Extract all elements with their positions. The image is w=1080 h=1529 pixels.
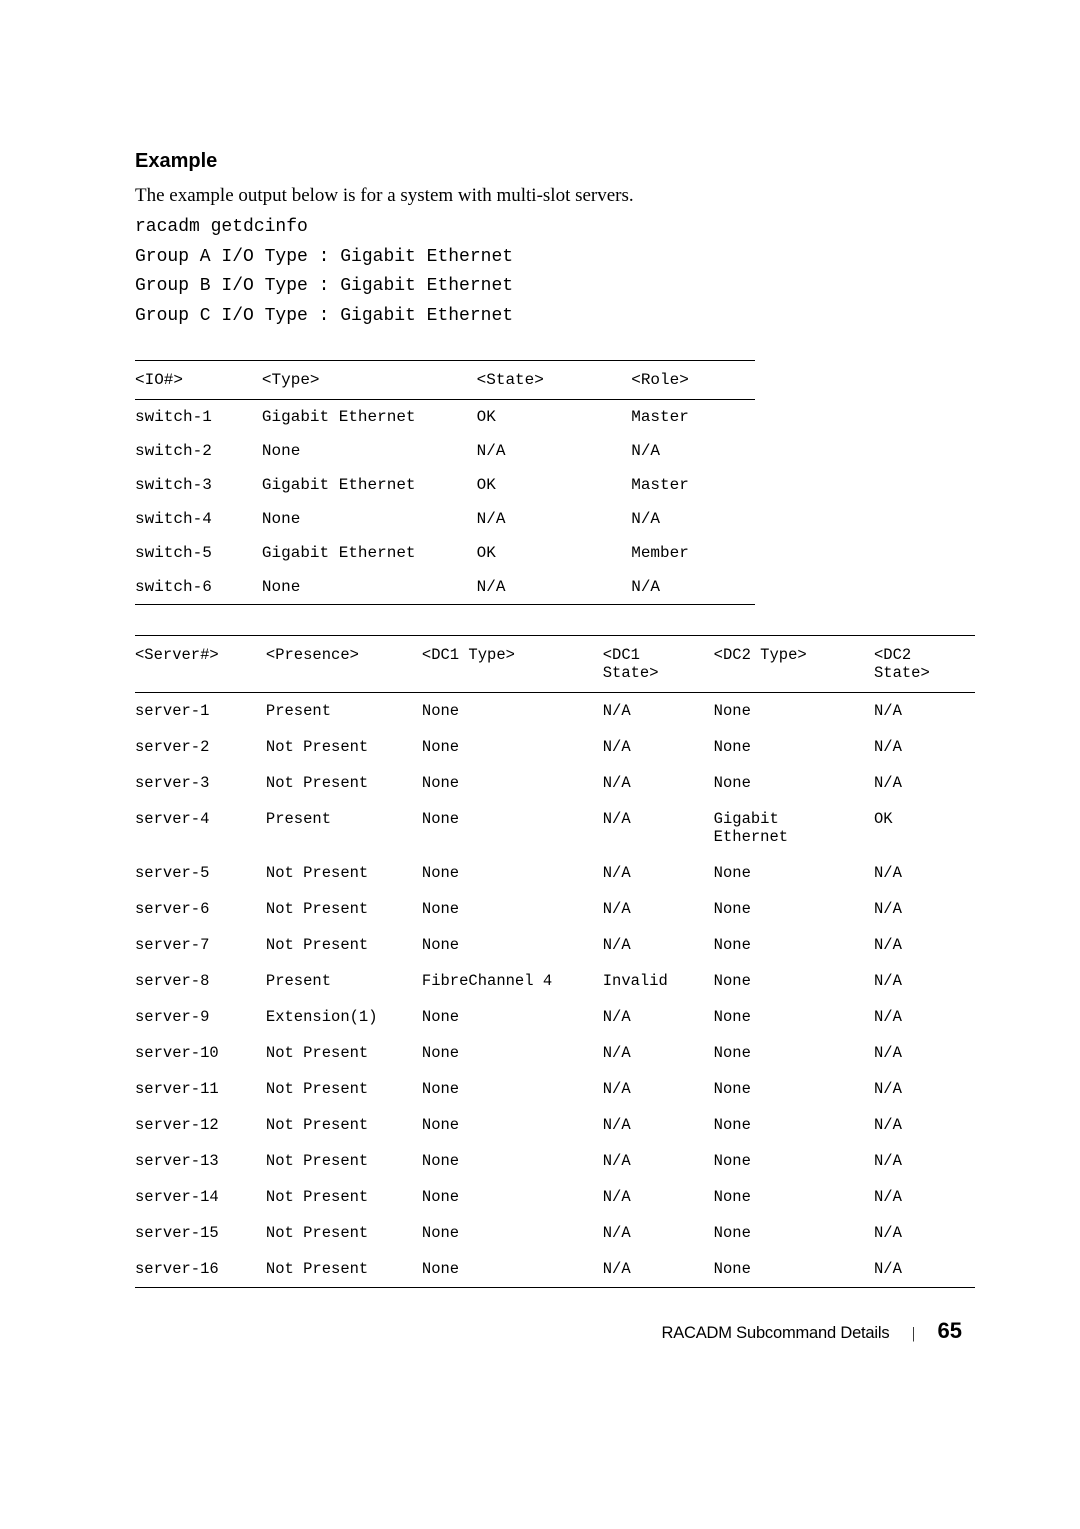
- col-dc1type: <DC1 Type>: [422, 635, 603, 692]
- table-row: server-8PresentFibreChannel 4InvalidNone…: [135, 963, 975, 999]
- table-row: server-6Not PresentNoneN/ANoneN/A: [135, 891, 975, 927]
- footer-separator: |: [912, 1325, 915, 1342]
- footer-title: RACADM Subcommand Details: [661, 1324, 889, 1342]
- col-state: <State>: [477, 360, 632, 399]
- table-row: server-12Not PresentNoneN/ANoneN/A: [135, 1107, 975, 1143]
- server-table: <Server#> <Presence> <DC1 Type> <DC1 Sta…: [135, 635, 975, 1288]
- col-dc2type: <DC2 Type>: [714, 635, 874, 692]
- table-row: switch-6NoneN/AN/A: [135, 570, 755, 605]
- table-row: server-13Not PresentNoneN/ANoneN/A: [135, 1143, 975, 1179]
- table-row: server-2Not PresentNoneN/ANoneN/A: [135, 729, 975, 765]
- table-row: server-11Not PresentNoneN/ANoneN/A: [135, 1071, 975, 1107]
- col-io: <IO#>: [135, 360, 262, 399]
- col-dc1state: <DC1 State>: [603, 635, 714, 692]
- table-row: server-3Not PresentNoneN/ANoneN/A: [135, 765, 975, 801]
- col-role: <Role>: [631, 360, 755, 399]
- page-footer: RACADM Subcommand Details | 65: [135, 1318, 970, 1344]
- intro-text: The example output below is for a system…: [135, 185, 970, 207]
- table-header-row: <Server#> <Presence> <DC1 Type> <DC1 Sta…: [135, 635, 975, 692]
- table-header-row: <IO#> <Type> <State> <Role>: [135, 360, 755, 399]
- io-table: <IO#> <Type> <State> <Role> switch-1Giga…: [135, 360, 755, 605]
- page-number: 65: [938, 1318, 962, 1343]
- col-presence: <Presence>: [266, 635, 422, 692]
- table-row: server-16Not PresentNoneN/ANoneN/A: [135, 1251, 975, 1288]
- page-container: Example The example output below is for …: [0, 0, 1080, 1384]
- table-row: server-15Not PresentNoneN/ANoneN/A: [135, 1215, 975, 1251]
- code-line: Group B I/O Type : Gigabit Ethernet: [135, 272, 970, 302]
- col-type: <Type>: [262, 360, 477, 399]
- table-row: switch-4NoneN/AN/A: [135, 502, 755, 536]
- table-row: server-1PresentNoneN/ANoneN/A: [135, 692, 975, 729]
- table-row: switch-5Gigabit EthernetOKMember: [135, 536, 755, 570]
- section-heading: Example: [135, 150, 970, 173]
- command-line: racadm getdcinfo: [135, 213, 970, 243]
- table-row: switch-1Gigabit EthernetOKMaster: [135, 399, 755, 434]
- table-row: server-10Not PresentNoneN/ANoneN/A: [135, 1035, 975, 1071]
- table-row: server-7Not PresentNoneN/ANoneN/A: [135, 927, 975, 963]
- table-row: switch-2NoneN/AN/A: [135, 434, 755, 468]
- code-line: Group A I/O Type : Gigabit Ethernet: [135, 243, 970, 273]
- col-dc2state: <DC2 State>: [874, 635, 975, 692]
- table-row: server-14Not PresentNoneN/ANoneN/A: [135, 1179, 975, 1215]
- code-block: racadm getdcinfo Group A I/O Type : Giga…: [135, 213, 970, 332]
- col-server: <Server#>: [135, 635, 266, 692]
- table-row: server-5Not PresentNoneN/ANoneN/A: [135, 855, 975, 891]
- code-line: Group C I/O Type : Gigabit Ethernet: [135, 302, 970, 332]
- table-row: server-4PresentNoneN/AGigabit EthernetOK: [135, 801, 975, 855]
- table-row: switch-3Gigabit EthernetOKMaster: [135, 468, 755, 502]
- table-row: server-9Extension(1)NoneN/ANoneN/A: [135, 999, 975, 1035]
